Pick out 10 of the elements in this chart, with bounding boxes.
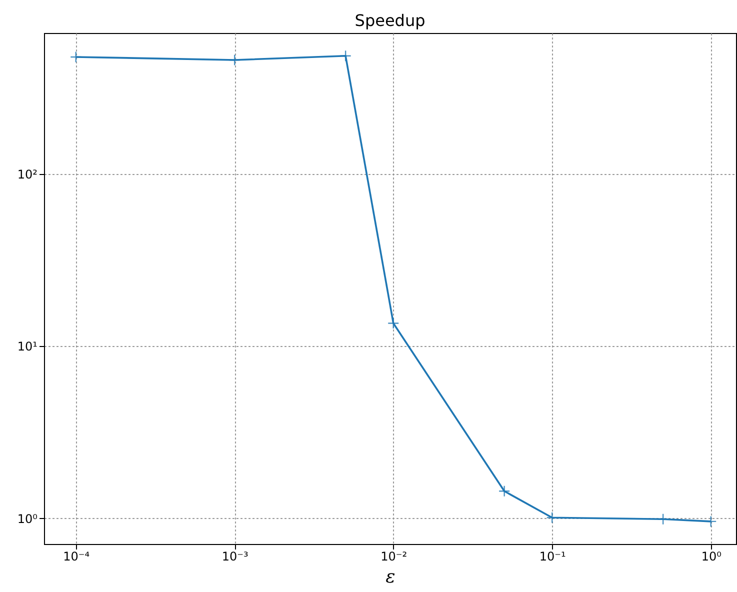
y-tick-label: 10² [17,168,38,182]
x-tick-label: 10⁰ [701,550,722,564]
x-tick-label: 10⁻⁴ [63,550,90,564]
x-axis-title: ε [386,566,396,588]
chart-title: Speedup [354,11,426,30]
x-tick-label: 10⁻³ [222,550,248,564]
x-tick-label: 10⁻¹ [539,550,566,564]
y-tick-label: 10¹ [17,340,38,354]
y-tick-label: 10⁰ [17,512,38,526]
x-tick-label: 10⁻² [380,550,408,564]
